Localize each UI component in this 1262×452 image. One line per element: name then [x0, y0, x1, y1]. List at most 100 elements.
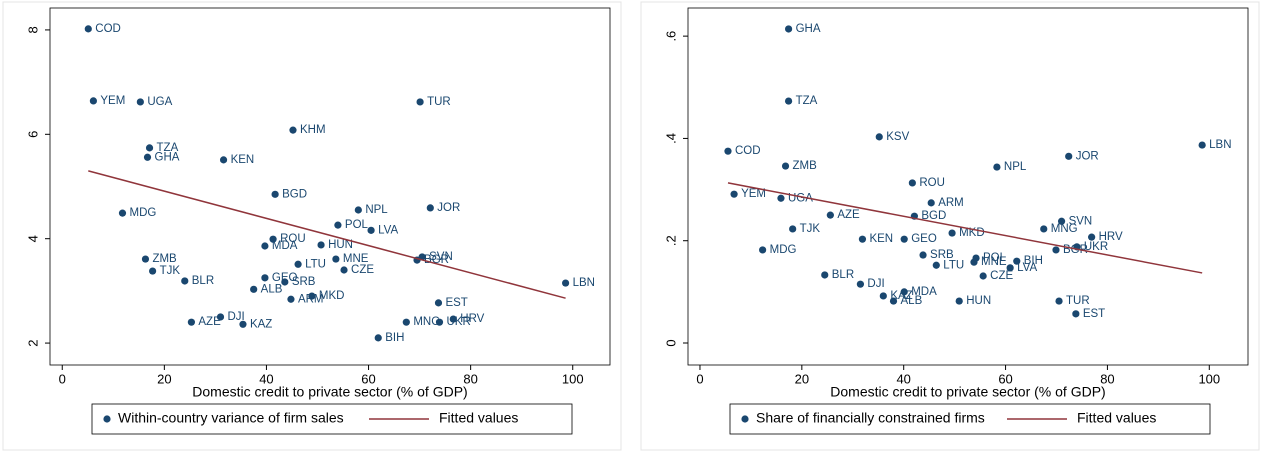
- point-label: CZE: [990, 270, 1013, 282]
- x-tick-label: 20: [795, 371, 809, 386]
- point: [970, 258, 978, 266]
- point: [908, 179, 916, 187]
- point-label: SRB: [292, 276, 316, 288]
- point: [294, 260, 302, 268]
- x-tick-label: 100: [1198, 371, 1220, 386]
- point: [271, 190, 279, 198]
- x-tick-label: 60: [998, 371, 1012, 386]
- point: [426, 204, 434, 212]
- point: [181, 277, 189, 285]
- point: [927, 199, 935, 207]
- plot-area: [687, 7, 1249, 366]
- point-label: TUR: [1066, 295, 1090, 307]
- point-label: UKR: [1084, 241, 1108, 253]
- point: [789, 225, 797, 233]
- point-label: NPL: [1004, 161, 1027, 173]
- point-label: KAZ: [250, 318, 272, 330]
- point-label: TZA: [157, 142, 179, 154]
- point-label: KEN: [869, 233, 893, 245]
- point-label: BIH: [1024, 255, 1043, 267]
- x-tick-label: 80: [1100, 371, 1114, 386]
- point: [239, 320, 247, 328]
- point-label: ARM: [938, 197, 964, 209]
- x-tick-label: 60: [361, 371, 375, 386]
- point: [216, 313, 225, 321]
- x-tick-label: 100: [562, 371, 584, 386]
- point-label: MNE: [981, 256, 1007, 268]
- point: [879, 292, 887, 300]
- x-axis-title: Domestic credit to private sector (% of …: [830, 384, 1105, 400]
- point: [784, 25, 793, 33]
- point: [434, 299, 443, 307]
- point: [948, 229, 956, 237]
- point-label: LBN: [573, 277, 595, 289]
- point: [435, 318, 444, 326]
- point-label: YEM: [100, 95, 125, 107]
- point: [261, 274, 269, 282]
- legend-box: [729, 403, 1211, 435]
- point-label: HRV: [460, 313, 484, 325]
- point: [141, 255, 150, 263]
- point: [561, 279, 570, 287]
- point: [367, 226, 375, 234]
- y-tick-label: 8: [25, 26, 40, 33]
- point: [287, 295, 295, 303]
- point-label: MNG: [1051, 223, 1078, 235]
- point: [826, 211, 834, 219]
- point: [289, 126, 297, 134]
- point-label: CZE: [351, 264, 374, 276]
- point-label: TZA: [796, 95, 818, 107]
- point-label: BGD: [921, 210, 946, 222]
- panel-frame: [640, 1, 1260, 451]
- point-label: LTU: [305, 258, 326, 270]
- point: [724, 147, 732, 155]
- y-tick-label: 2: [25, 339, 40, 346]
- point: [1055, 297, 1063, 305]
- point: [261, 242, 269, 250]
- point: [374, 334, 382, 342]
- point-label: MNE: [343, 253, 369, 265]
- point: [900, 288, 908, 296]
- point: [889, 297, 898, 305]
- point-label: LBN: [1209, 139, 1231, 151]
- point-label: LVA: [1017, 262, 1037, 274]
- point: [1072, 310, 1080, 318]
- point: [730, 190, 738, 198]
- point-label: BIH: [385, 332, 404, 344]
- point-label: EST: [445, 297, 467, 309]
- point-label: COD: [735, 145, 761, 157]
- point: [932, 261, 940, 269]
- point: [354, 206, 362, 214]
- point-label: COD: [95, 23, 121, 35]
- y-tick-label: 0: [663, 339, 678, 346]
- point: [145, 144, 154, 152]
- x-tick-label: 40: [896, 371, 910, 386]
- point-label: BLR: [832, 269, 854, 281]
- point: [250, 285, 258, 293]
- point: [308, 292, 316, 300]
- y-tick-label: 4: [25, 235, 40, 242]
- y-tick-label: .2: [663, 235, 678, 246]
- point-label: LTU: [943, 259, 964, 271]
- fitted-line: [727, 182, 1203, 274]
- point: [340, 266, 348, 274]
- point-label: ALB: [261, 283, 283, 295]
- x-axis-title: Domestic credit to private sector (% of …: [192, 384, 467, 400]
- y-tick-label: .6: [663, 31, 678, 42]
- legend-label: Fitted values: [439, 410, 518, 426]
- point: [1040, 225, 1048, 233]
- point: [317, 241, 325, 249]
- x-tick-label: 20: [157, 371, 171, 386]
- point-label: POL: [345, 219, 369, 231]
- point: [1198, 141, 1206, 149]
- legend-label: Fitted values: [1077, 410, 1156, 426]
- point: [1065, 152, 1073, 160]
- point: [993, 163, 1001, 171]
- point: [1006, 264, 1014, 272]
- point-label: KHM: [300, 124, 326, 136]
- point-label: GEO: [911, 233, 937, 245]
- point-label: POL: [983, 252, 1007, 264]
- point-label: UGA: [147, 96, 172, 108]
- x-tick-label: 40: [259, 371, 273, 386]
